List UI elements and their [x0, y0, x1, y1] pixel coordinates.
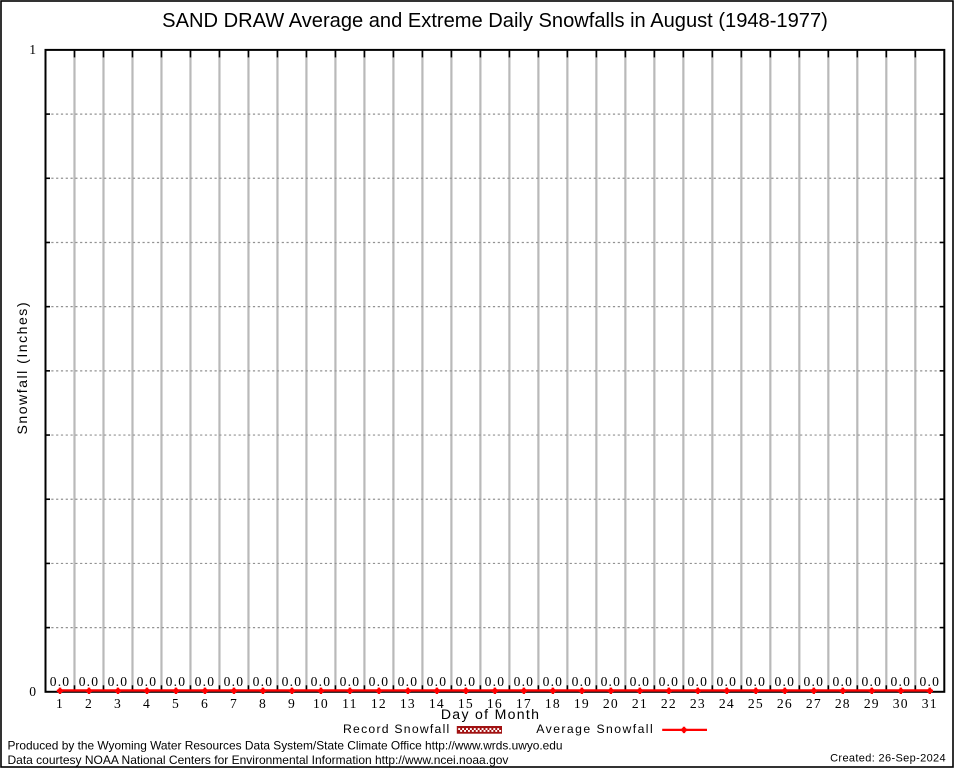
svg-text:0.0: 0.0 — [456, 674, 477, 689]
svg-text:25: 25 — [748, 696, 764, 711]
svg-text:0.0: 0.0 — [862, 674, 883, 689]
svg-text:0.0: 0.0 — [282, 674, 303, 689]
svg-text:13: 13 — [400, 696, 416, 711]
svg-text:15: 15 — [458, 696, 474, 711]
svg-text:0.0: 0.0 — [833, 674, 854, 689]
svg-text:Day of Month: Day of Month — [441, 706, 540, 722]
svg-text:19: 19 — [574, 696, 590, 711]
svg-text:0.0: 0.0 — [108, 674, 129, 689]
svg-text:2: 2 — [85, 696, 93, 711]
svg-text:0.0: 0.0 — [920, 674, 941, 689]
svg-text:11: 11 — [342, 696, 358, 711]
svg-text:Produced by the Wyoming Water: Produced by the Wyoming Water Resources … — [8, 738, 563, 752]
svg-text:20: 20 — [603, 696, 619, 711]
svg-text:0.0: 0.0 — [601, 674, 622, 689]
svg-text:8: 8 — [259, 696, 267, 711]
svg-text:Average Snowfall: Average Snowfall — [536, 722, 654, 736]
svg-text:7: 7 — [230, 696, 238, 711]
svg-text:0.0: 0.0 — [891, 674, 912, 689]
svg-text:23: 23 — [690, 696, 706, 711]
svg-text:0.0: 0.0 — [804, 674, 825, 689]
svg-text:14: 14 — [429, 696, 445, 711]
svg-text:0.0: 0.0 — [137, 674, 158, 689]
svg-text:0.0: 0.0 — [543, 674, 564, 689]
svg-text:0.0: 0.0 — [166, 674, 187, 689]
svg-text:31: 31 — [922, 696, 938, 711]
svg-text:28: 28 — [835, 696, 851, 711]
svg-text:30: 30 — [893, 696, 909, 711]
svg-text:4: 4 — [143, 696, 151, 711]
svg-text:17: 17 — [516, 696, 532, 711]
svg-text:0.0: 0.0 — [514, 674, 535, 689]
svg-text:0.0: 0.0 — [311, 674, 332, 689]
svg-text:0.0: 0.0 — [688, 674, 709, 689]
svg-text:10: 10 — [313, 696, 329, 711]
svg-text:0.0: 0.0 — [746, 674, 767, 689]
svg-text:Data courtesy NOAA National Ce: Data courtesy NOAA National Centers for … — [8, 753, 509, 767]
svg-text:26: 26 — [777, 696, 793, 711]
svg-text:0.0: 0.0 — [195, 674, 216, 689]
svg-text:22: 22 — [661, 696, 677, 711]
svg-text:18: 18 — [545, 696, 561, 711]
svg-text:21: 21 — [632, 696, 648, 711]
svg-text:0.0: 0.0 — [775, 674, 796, 689]
svg-text:0.0: 0.0 — [572, 674, 593, 689]
svg-text:5: 5 — [172, 696, 180, 711]
svg-text:12: 12 — [371, 696, 387, 711]
svg-text:0.0: 0.0 — [398, 674, 419, 689]
svg-text:16: 16 — [487, 696, 503, 711]
svg-text:0.0: 0.0 — [717, 674, 738, 689]
svg-text:9: 9 — [288, 696, 296, 711]
svg-text:29: 29 — [864, 696, 880, 711]
svg-text:Snowfall (Inches): Snowfall (Inches) — [14, 301, 30, 435]
svg-text:0.0: 0.0 — [427, 674, 448, 689]
svg-text:0.0: 0.0 — [659, 674, 680, 689]
svg-text:0.0: 0.0 — [253, 674, 274, 689]
svg-text:0: 0 — [29, 684, 37, 699]
svg-text:3: 3 — [114, 696, 122, 711]
svg-text:0.0: 0.0 — [369, 674, 390, 689]
svg-text:0.0: 0.0 — [224, 674, 245, 689]
svg-text:0.0: 0.0 — [50, 674, 71, 689]
svg-text:0.0: 0.0 — [79, 674, 100, 689]
svg-text:0.0: 0.0 — [630, 674, 651, 689]
svg-text:24: 24 — [719, 696, 735, 711]
svg-text:27: 27 — [806, 696, 822, 711]
svg-text:6: 6 — [201, 696, 209, 711]
svg-text:0.0: 0.0 — [340, 674, 361, 689]
svg-text:0.0: 0.0 — [485, 674, 506, 689]
svg-text:Record Snowfall: Record Snowfall — [343, 722, 451, 736]
svg-text:Created: 26-Sep-2024: Created: 26-Sep-2024 — [830, 753, 946, 765]
svg-text:1: 1 — [29, 42, 37, 57]
svg-text:1: 1 — [56, 696, 64, 711]
svg-text:SAND DRAW Average and Extreme: SAND DRAW Average and Extreme Daily Snow… — [162, 10, 828, 32]
